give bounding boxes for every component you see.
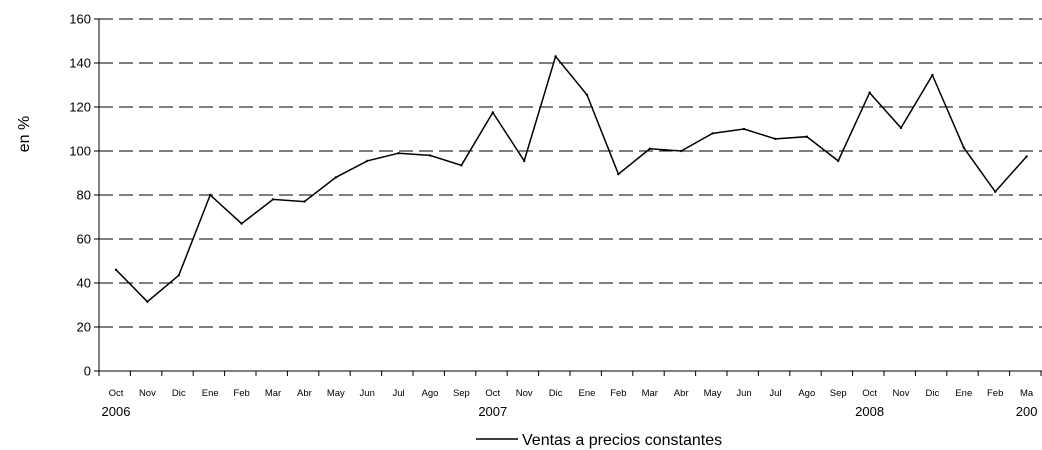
legend-label: Ventas a precios constantes [522,432,722,449]
year-label-2006: 2006 [102,404,131,419]
data-point-0-12 [491,111,494,114]
y-tick-label-20: 20 [77,320,91,335]
x-tick-label-6: Abr [297,388,312,399]
x-tick-label-22: Ago [798,388,815,399]
x-tick-label-24: Oct [862,388,877,399]
x-tick-label-16: Feb [610,388,626,399]
x-tick-label-1: Nov [139,388,156,399]
year-label-2008: 2008 [855,404,884,419]
x-tick-label-23: Sep [830,388,847,399]
x-tick-label-27: Ene [955,388,972,399]
x-tick-labels: Oct Nov Dic Ene Feb Mar Abr May Jun Jul Ago Sep Oct N… [109,388,1034,399]
data-point-0-29 [1025,155,1028,158]
data-point-0-6 [303,200,306,203]
y-tick-label-100: 100 [69,144,91,159]
y-tick-label-120: 120 [69,100,91,115]
data-point-0-9 [397,152,400,155]
data-point-0-14 [554,55,557,58]
x-tick-label-10: Ago [422,388,439,399]
gridlines [99,18,1042,328]
data-point-0-8 [366,159,369,163]
y-tick-label-60: 60 [77,232,91,247]
x-tick-label-11: Sep [453,388,470,399]
data-point-0-21 [774,137,777,141]
data-point-0-4 [240,222,243,225]
data-point-0-28 [994,190,997,193]
data-point-0-15 [585,93,589,97]
x-tick-label-8: Jun [360,388,375,399]
data-point-0-16 [617,172,620,176]
series-line-0 [115,54,1028,303]
year-label-2007: 2007 [478,404,507,419]
x-tick-label-13: Nov [516,388,533,399]
x-tick-label-20: Jun [736,388,751,399]
x-tick-label-25: Nov [893,388,910,399]
data-point-0-18 [680,149,683,153]
x-tick-label-4: Feb [233,388,249,399]
data-point-0-5 [271,198,275,201]
x-tick-label-0: Oct [109,388,124,399]
x-tick-label-28: Feb [987,388,1003,399]
y-tick-label-0: 0 [84,364,91,379]
data-point-0-19 [711,132,714,135]
data-point-0-25 [899,126,903,130]
x-tick-label-3: Ene [202,388,219,399]
data-point-0-2 [177,274,180,277]
data-point-0-1 [146,300,149,303]
year-labels: 2006 2007 2008 200 [102,404,1038,419]
y-tick-label-40: 40 [77,276,91,291]
x-tick-label-12: Oct [485,388,500,399]
x-tick-label-5: Mar [265,388,281,399]
x-tick-label-26: Dic [926,388,940,399]
data-point-0-0 [114,268,118,271]
y-tick-label-80: 80 [77,188,91,203]
y-tick-label-140: 140 [69,56,91,71]
x-tick-label-29: Ma [1020,388,1034,399]
data-point-0-26 [931,73,934,77]
x-tick-label-14: Dic [549,388,563,399]
axes [94,18,1042,376]
x-tick-label-21: Jul [769,388,781,399]
data-point-0-23 [837,159,840,163]
y-tick-label-160: 160 [69,12,91,27]
y-tick-labels: 0 20 40 60 80 100 120 140 160 [69,12,91,379]
year-label-200: 200 [1016,404,1038,419]
data-point-0-13 [523,159,526,163]
series [114,54,1028,303]
x-tick-label-15: Ene [579,388,596,399]
legend: Ventas a precios constantes [476,432,722,449]
x-tick-label-18: Abr [674,388,689,399]
x-tick-label-7: May [327,388,345,399]
x-tick-label-17: Mar [642,388,658,399]
x-tick-label-9: Jul [393,388,405,399]
data-point-0-7 [334,176,337,179]
data-point-0-11 [460,164,463,167]
x-tick-label-2: Dic [172,388,186,399]
y-axis-label: en % [16,116,33,152]
data-point-0-20 [742,127,746,131]
x-tick-label-19: May [704,388,722,399]
data-point-0-27 [962,146,965,149]
data-point-0-17 [648,147,651,150]
data-point-0-22 [805,135,808,138]
data-point-0-3 [209,193,212,197]
data-point-0-10 [428,154,432,157]
data-point-0-24 [868,91,871,94]
